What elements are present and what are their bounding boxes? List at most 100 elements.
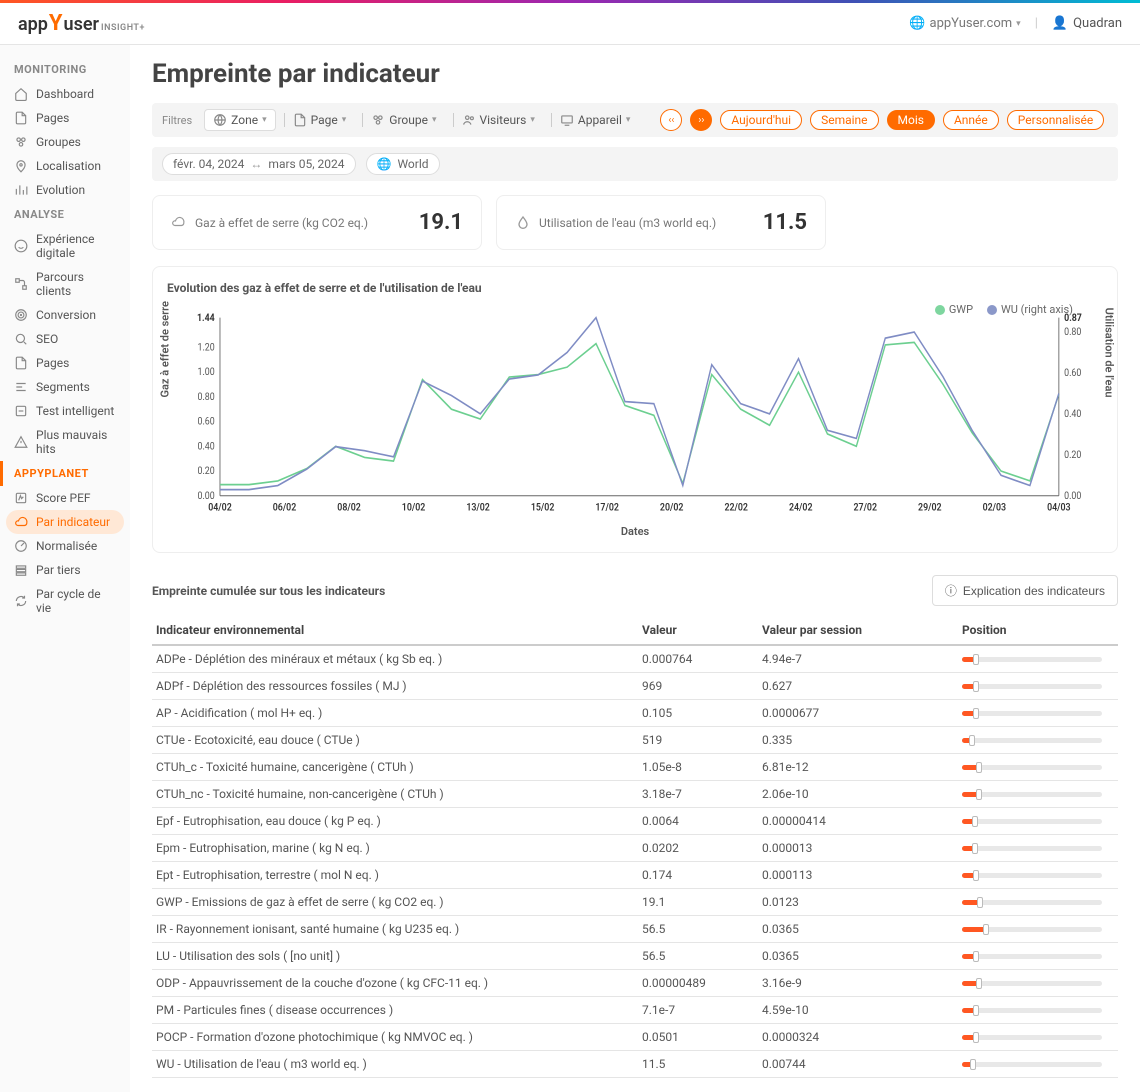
sidebar-item-label: SEO — [36, 332, 58, 346]
svg-text:0.60: 0.60 — [1064, 367, 1081, 379]
range-today[interactable]: Aujourd'hui — [720, 110, 802, 130]
filter-groupe[interactable]: Groupe▾ — [362, 113, 444, 127]
legend-gwp[interactable]: GWP — [935, 303, 973, 316]
sidebar-item-conversion[interactable]: Conversion — [0, 303, 130, 327]
indicator-position — [958, 673, 1118, 700]
filter-zone[interactable]: Zone▾ — [204, 109, 275, 131]
sidebar-item-normalisee[interactable]: Normalisée — [0, 534, 130, 558]
indicator-name: PM - Particules fines ( disease occurren… — [152, 997, 638, 1024]
range-year[interactable]: Année — [943, 110, 999, 130]
range-week[interactable]: Semaine — [810, 110, 878, 130]
sidebar-item-label: Normalisée — [36, 539, 97, 553]
sidebar-item-segments[interactable]: Segments — [0, 375, 130, 399]
filter-bar: FiltresZone▾Page▾Groupe▾Visiteurs▾Appare… — [152, 103, 1118, 137]
bars-icon — [14, 183, 28, 197]
sidebar-item-pages2[interactable]: Pages — [0, 351, 130, 375]
explain-indicators-button[interactable]: ⓘ Explication des indicateurs — [932, 575, 1118, 606]
page-title: Empreinte par indicateur — [152, 59, 1118, 89]
indicator-per-session: 0.335 — [758, 727, 958, 754]
table-col-1[interactable]: Valeur — [638, 616, 758, 645]
indicator-name: POCP - Formation d'ozone photochimique (… — [152, 1024, 638, 1051]
indicator-value: 0.0202 — [638, 835, 758, 862]
filter-appareil[interactable]: Appareil▾ — [551, 113, 639, 127]
indicator-per-session: 0.000113 — [758, 862, 958, 889]
svg-text:20/02: 20/02 — [660, 502, 684, 514]
indicator-value: 0.105 — [638, 700, 758, 727]
indicator-position — [958, 1024, 1118, 1051]
filter-label: Zone — [231, 113, 258, 127]
filter-visiteurs[interactable]: Visiteurs▾ — [453, 113, 543, 127]
sidebar-item-evolution[interactable]: Evolution — [0, 178, 130, 202]
svg-text:0.00: 0.00 — [1064, 490, 1081, 502]
doc-icon — [293, 113, 307, 127]
indicator-name: WU - Utilisation de l'eau ( m3 world eq.… — [152, 1051, 638, 1078]
svg-text:06/02: 06/02 — [273, 502, 297, 514]
svg-text:17/02: 17/02 — [595, 502, 619, 514]
sidebar-item-pages[interactable]: Pages — [0, 106, 130, 130]
logo[interactable]: app Y user INSIGHT+ — [18, 11, 145, 36]
chart-legend: GWP WU (right axis) — [935, 303, 1073, 316]
table-row: Epm - Eutrophisation, marine ( kg N eq. … — [152, 835, 1118, 862]
table-col-2[interactable]: Valeur par session — [758, 616, 958, 645]
svg-text:0.40: 0.40 — [197, 441, 214, 453]
info-icon: ⓘ — [945, 582, 957, 599]
world-chip[interactable]: 🌐 World — [366, 153, 440, 175]
svg-text:0.40: 0.40 — [1064, 408, 1081, 420]
range-prev-button[interactable]: ‹‹ — [660, 109, 682, 131]
kpi-value: 11.5 — [763, 210, 807, 235]
test-icon — [14, 404, 28, 418]
sidebar-item-plus-mauvais[interactable]: Plus mauvais hits — [0, 423, 130, 461]
filter-page[interactable]: Page▾ — [284, 113, 355, 127]
search-icon — [14, 332, 28, 346]
indicator-table: Indicateur environnementalValeurValeur p… — [152, 616, 1118, 1078]
svg-text:13/02: 13/02 — [466, 502, 490, 514]
indicator-name: AP - Acidification ( mol H+ eq. ) — [152, 700, 638, 727]
pin-icon — [14, 159, 28, 173]
sidebar-item-groupes[interactable]: Groupes — [0, 130, 130, 154]
sidebar-item-par-cycle[interactable]: Par cycle de vie — [0, 582, 130, 620]
table-section: Empreinte cumulée sur tous les indicateu… — [152, 575, 1118, 1078]
kpi-water: Utilisation de l'eau (m3 world eq.) 11.5 — [496, 195, 826, 250]
user-menu[interactable]: 👤 Quadran — [1052, 16, 1122, 31]
y2-axis-label: Utilisation de l'eau — [1103, 307, 1116, 397]
legend-wu[interactable]: WU (right axis) — [987, 303, 1073, 316]
cycle-icon — [14, 594, 28, 608]
chevron-down-icon: ▾ — [432, 115, 437, 125]
svg-text:29/02: 29/02 — [918, 502, 942, 514]
indicator-per-session: 3.16e-9 — [758, 970, 958, 997]
kpi-row: Gaz à effet de serre (kg CO2 eq.)19.1Uti… — [152, 195, 1118, 250]
indicator-value: 56.5 — [638, 943, 758, 970]
indicator-value: 7.1e-7 — [638, 997, 758, 1024]
site-link[interactable]: 🌐 appYuser.com ▾ — [909, 16, 1020, 31]
header-divider: | — [1035, 16, 1038, 31]
chevron-down-icon: ▾ — [342, 115, 347, 125]
indicator-per-session: 0.0123 — [758, 889, 958, 916]
range-custom[interactable]: Personnalisée — [1007, 110, 1105, 130]
cloud-icon — [14, 515, 28, 529]
sidebar-item-parcours[interactable]: Parcours clients — [0, 265, 130, 303]
indicator-value: 0.0064 — [638, 808, 758, 835]
table-col-0[interactable]: Indicateur environnemental — [152, 616, 638, 645]
sidebar-item-localisation[interactable]: Localisation — [0, 154, 130, 178]
sidebar: MONITORINGDashboardPagesGroupesLocalisat… — [0, 45, 130, 1092]
indicator-position — [958, 862, 1118, 889]
sidebar-item-par-indicateur[interactable]: Par indicateur — [6, 510, 124, 534]
kpi-label: Utilisation de l'eau (m3 world eq.) — [539, 216, 716, 230]
table-row: ODP - Appauvrissement de la couche d'ozo… — [152, 970, 1118, 997]
range-next-button[interactable]: ›› — [690, 109, 712, 131]
date-range-chip[interactable]: févr. 04, 2024 ↔ mars 05, 2024 — [162, 153, 356, 175]
indicator-per-session: 2.06e-10 — [758, 781, 958, 808]
sidebar-item-score-pef[interactable]: Score PEF — [0, 486, 130, 510]
svg-text:0.20: 0.20 — [197, 466, 214, 478]
indicator-value: 19.1 — [638, 889, 758, 916]
range-month[interactable]: Mois — [887, 110, 935, 130]
globe-icon: 🌐 — [377, 157, 392, 171]
sidebar-item-test-intelligent[interactable]: Test intelligent — [0, 399, 130, 423]
sidebar-item-seo[interactable]: SEO — [0, 327, 130, 351]
sidebar-item-exp-digitale[interactable]: Expérience digitale — [0, 227, 130, 265]
table-col-3[interactable]: Position — [958, 616, 1118, 645]
sidebar-item-label: Conversion — [36, 308, 96, 322]
warn-icon — [14, 435, 28, 449]
sidebar-item-par-tiers[interactable]: Par tiers — [0, 558, 130, 582]
sidebar-item-dashboard[interactable]: Dashboard — [0, 82, 130, 106]
